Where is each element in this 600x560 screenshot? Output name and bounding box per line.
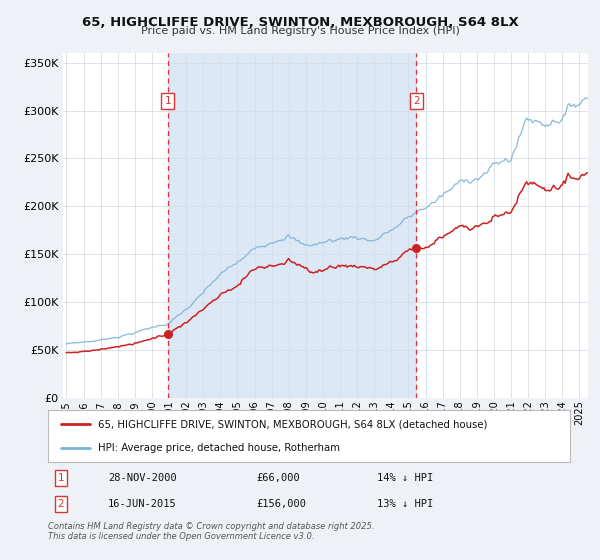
Text: Contains HM Land Registry data © Crown copyright and database right 2025.: Contains HM Land Registry data © Crown c…: [48, 522, 374, 531]
Text: 65, HIGHCLIFFE DRIVE, SWINTON, MEXBOROUGH, S64 8LX (detached house): 65, HIGHCLIFFE DRIVE, SWINTON, MEXBOROUG…: [98, 419, 487, 430]
Text: 2: 2: [58, 499, 64, 509]
Text: 13% ↓ HPI: 13% ↓ HPI: [377, 499, 433, 509]
Text: HPI: Average price, detached house, Rotherham: HPI: Average price, detached house, Roth…: [98, 443, 340, 453]
Bar: [167, 53, 416, 398]
Text: 1: 1: [58, 473, 64, 483]
Text: 1: 1: [164, 96, 171, 106]
Text: 16-JUN-2015: 16-JUN-2015: [108, 499, 177, 509]
Text: Price paid vs. HM Land Registry's House Price Index (HPI): Price paid vs. HM Land Registry's House …: [140, 26, 460, 36]
Text: 65, HIGHCLIFFE DRIVE, SWINTON, MEXBOROUGH, S64 8LX: 65, HIGHCLIFFE DRIVE, SWINTON, MEXBOROUG…: [82, 16, 518, 29]
Text: 14% ↓ HPI: 14% ↓ HPI: [377, 473, 433, 483]
Text: 28-NOV-2000: 28-NOV-2000: [108, 473, 177, 483]
Text: £66,000: £66,000: [257, 473, 301, 483]
Text: 2: 2: [413, 96, 419, 106]
Text: This data is licensed under the Open Government Licence v3.0.: This data is licensed under the Open Gov…: [48, 532, 314, 541]
Text: £156,000: £156,000: [257, 499, 307, 509]
